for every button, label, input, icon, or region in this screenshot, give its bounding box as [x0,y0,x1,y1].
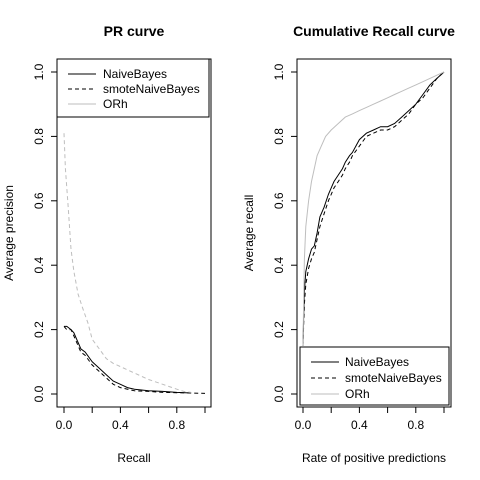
pr-y-tick-label: 1.0 [32,63,46,80]
cr-y-axis-label: Average recall [242,195,256,272]
pr-legend-box [56,58,210,118]
cr-series-line-naivebayes [302,71,445,346]
pr-series-line-orh [63,133,191,393]
pr-curve-title: PR curve [104,23,165,39]
pr-series-line-smotenaivebayes [63,326,206,394]
pr-y-axis-label: Average precision [2,185,16,281]
cr-y-tick-label: 0.4 [272,257,286,274]
cr-y-axis: 0.0 0.2 0.4 0.6 0.8 1.0 [272,63,298,402]
pr-legend-label-naivebayes: NaiveBayes [103,67,167,81]
cr-x-tick-label: 0.8 [407,418,424,432]
pr-y-tick-label: 0.4 [32,257,46,274]
pr-x-axis-label: Recall [117,451,150,465]
cr-legend-label-orh: ORh [345,387,370,401]
cr-y-tick-label: 0.6 [272,192,286,209]
cr-y-tick-label: 0.8 [272,128,286,145]
pr-legend-label-smotenaivebayes: smoteNaiveBayes [103,82,200,96]
cr-y-tick-label: 1.0 [272,63,286,80]
cr-legend-box [299,346,450,406]
pr-y-axis: 0.0 0.2 0.4 0.6 0.8 1.0 [32,63,58,402]
cr-y-tick-label: 0.0 [272,385,286,402]
cr-legend-label-naivebayes: NaiveBayes [345,355,409,369]
pr-y-tick-label: 0.2 [32,321,46,338]
cr-x-axis: 0.0 0.4 0.8 [295,406,445,432]
cr-series-group [302,71,445,346]
cumulative-recall-title: Cumulative Recall curve [293,23,455,39]
pr-legend-label-orh: ORh [103,97,128,111]
pr-series-group [63,133,206,394]
pr-series-line-naivebayes [64,325,191,394]
cr-legend-label-smotenaivebayes: smoteNaiveBayes [345,371,442,385]
pr-x-axis: 0.0 0.4 0.8 [56,406,206,432]
cumulative-recall-panel: Cumulative Recall curve 0.0 0.4 0.8 0.0 0.2… [242,23,455,465]
pr-x-tick-label: 0.4 [112,418,129,432]
pr-curve-panel: PR curve 0.0 0.4 0.8 0.0 0.2 0.4 0.6 0.8 1.0 Re… [2,23,212,465]
cr-x-tick-label: 0.0 [295,418,312,432]
pr-y-tick-label: 0.6 [32,192,46,209]
cr-series-line-orh [302,71,445,346]
cr-x-axis-label: Rate of positive predictions [302,451,446,465]
cr-x-tick-label: 0.4 [351,418,368,432]
pr-y-tick-label: 0.0 [32,385,46,402]
pr-plot-frame [56,58,212,408]
pr-y-tick-label: 0.8 [32,128,46,145]
pr-x-tick-label: 0.8 [168,418,185,432]
cr-legend: NaiveBayes smoteNaiveBayes ORh [299,346,450,406]
pr-legend: NaiveBayes smoteNaiveBayes ORh [56,58,210,118]
cr-series-line-smotenaivebayes [302,71,445,346]
cr-y-tick-label: 0.2 [272,321,286,338]
pr-x-tick-label: 0.0 [56,418,73,432]
